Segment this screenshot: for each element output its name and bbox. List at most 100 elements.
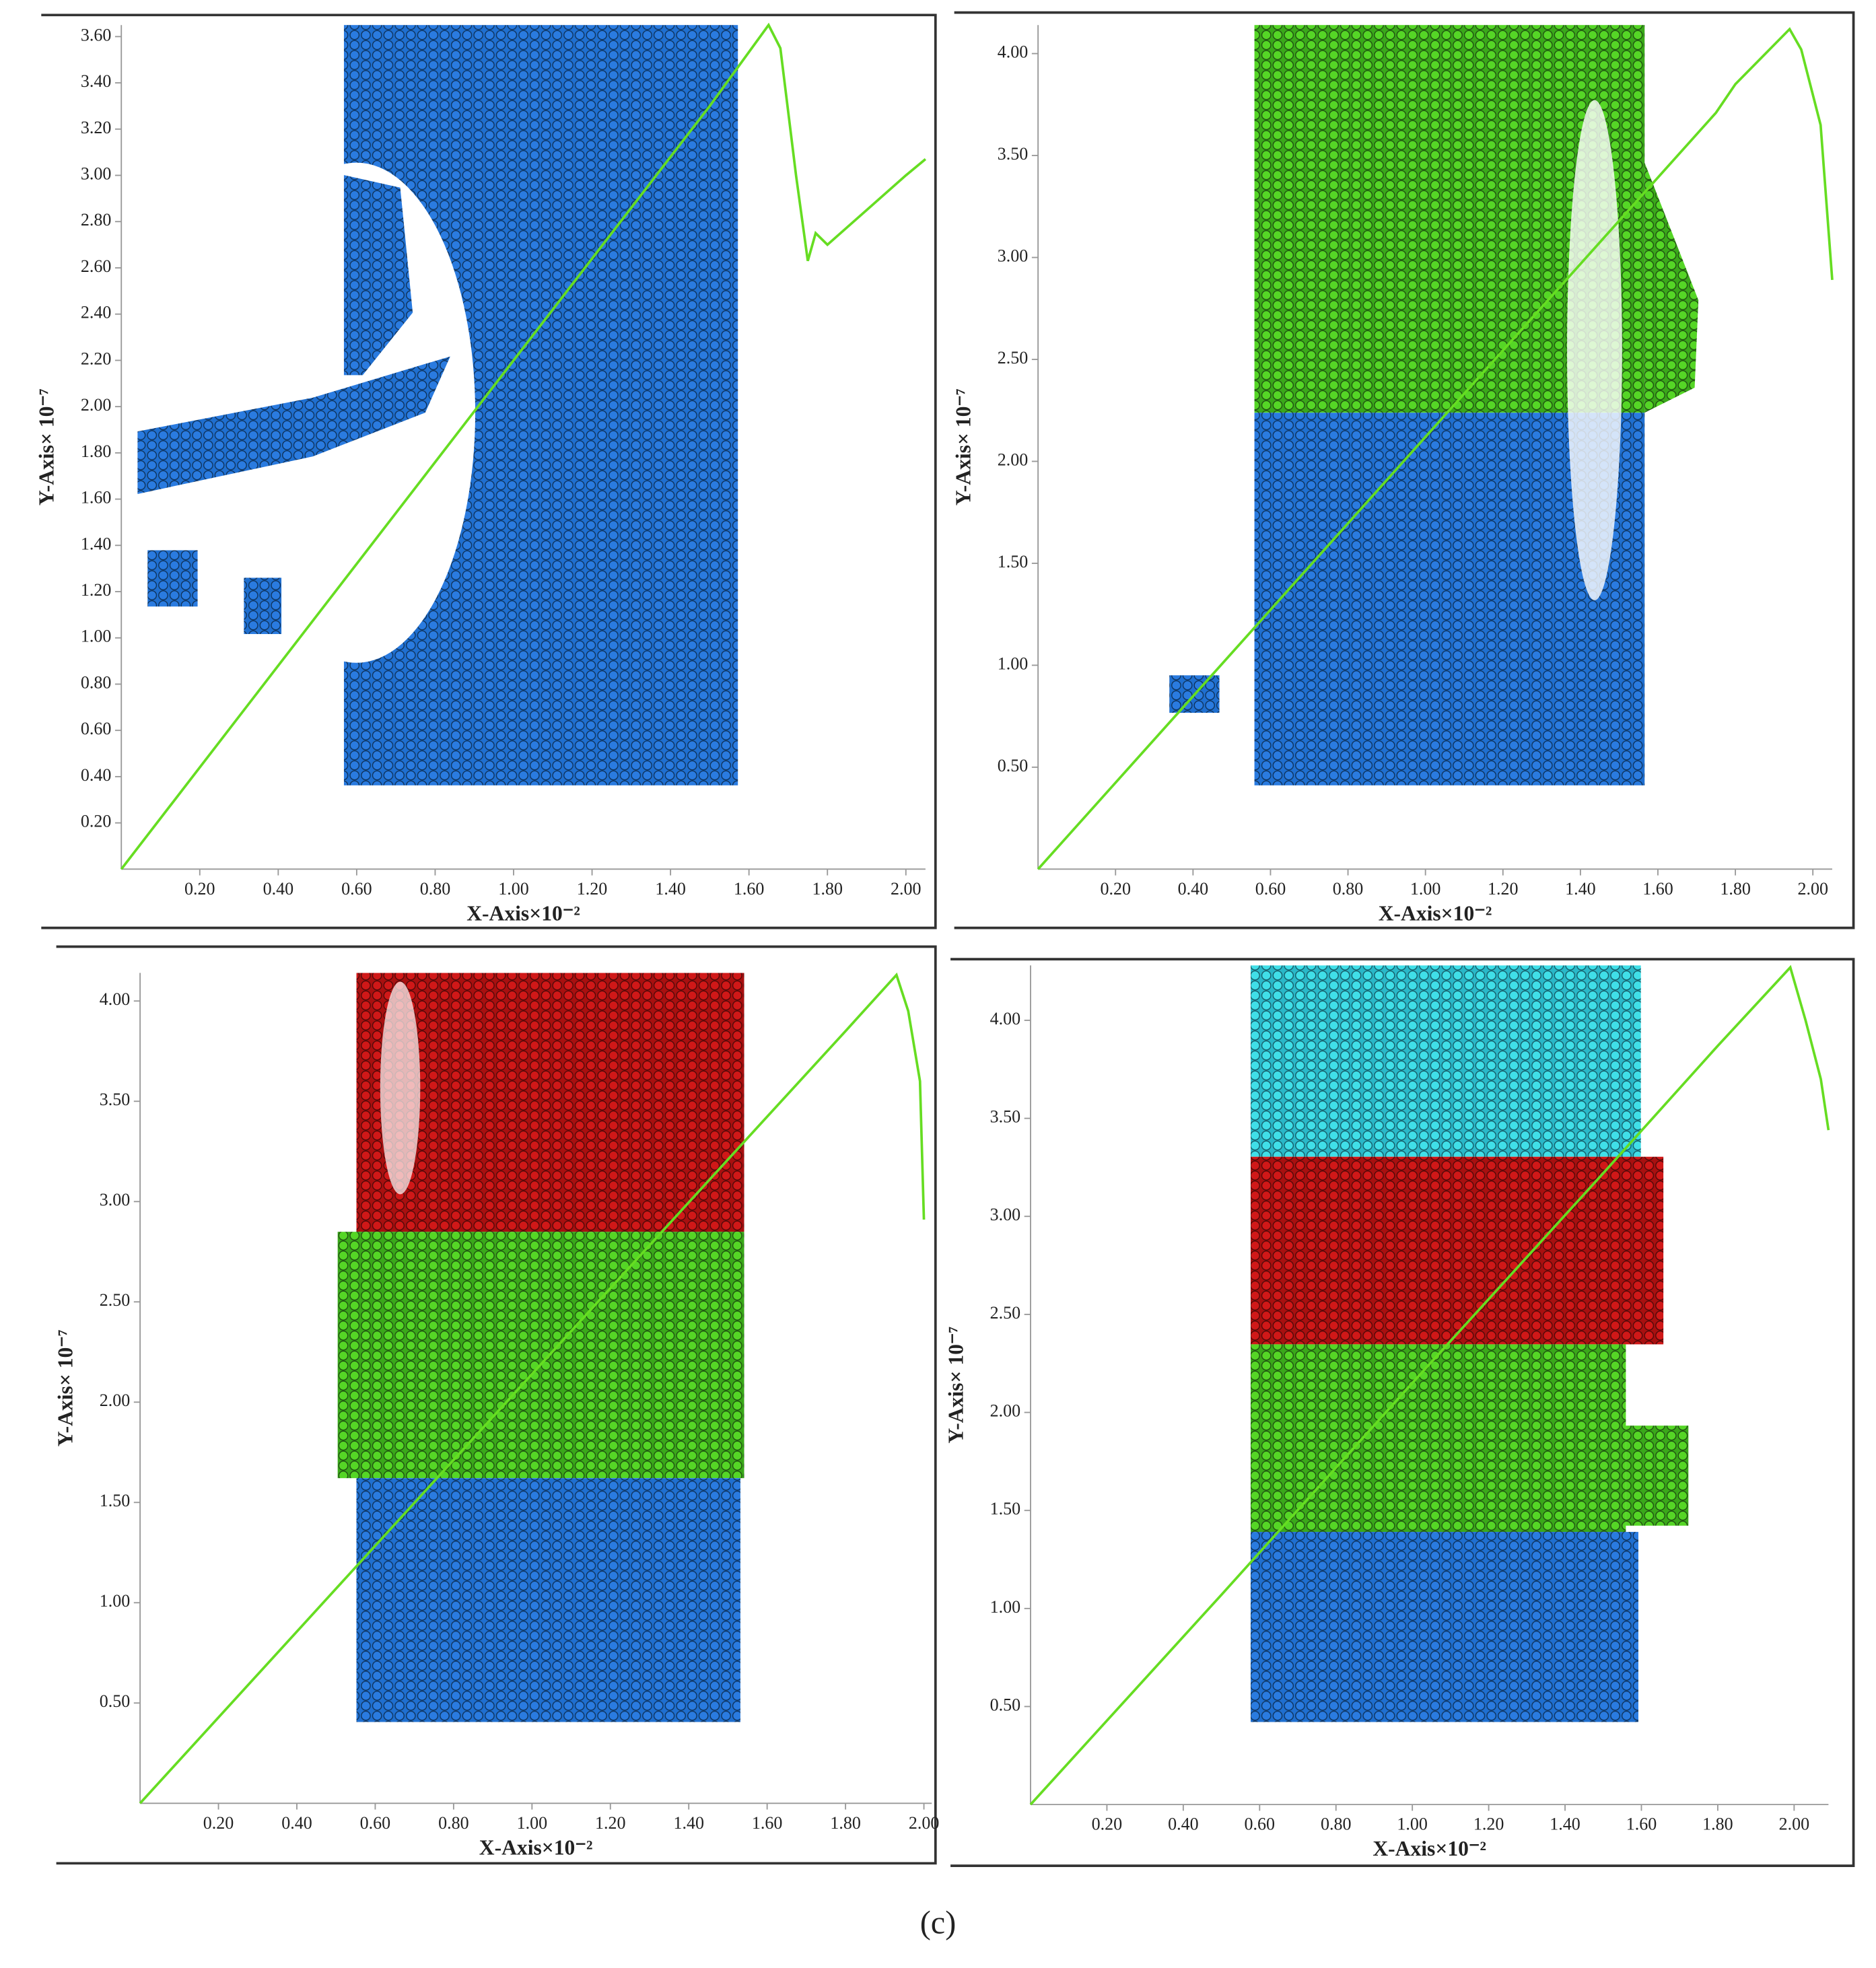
y-axis-title: Y-Axis× 10⁻⁷ bbox=[35, 388, 59, 505]
debris bbox=[137, 356, 450, 494]
y-axis-title: Y-Axis× 10⁻⁷ bbox=[944, 1327, 967, 1444]
x-tick-label: 1.20 bbox=[1473, 1815, 1504, 1834]
y-tick-label: 2.20 bbox=[81, 349, 112, 368]
x-tick-label: 1.00 bbox=[517, 1813, 548, 1833]
x-tick-label: 0.80 bbox=[420, 879, 451, 899]
x-tick-label: 0.80 bbox=[1321, 1815, 1351, 1834]
y-tick-label: 1.80 bbox=[81, 442, 112, 461]
y-tick-label: 1.40 bbox=[81, 534, 112, 553]
x-tick-label: 0.80 bbox=[1333, 879, 1363, 899]
x-tick-label: 2.00 bbox=[1797, 879, 1828, 899]
y-tick-label: 3.00 bbox=[990, 1205, 1021, 1224]
particle-block bbox=[356, 973, 744, 1232]
x-tick-label: 0.40 bbox=[1168, 1815, 1199, 1834]
x-tick-label: 1.80 bbox=[1720, 879, 1750, 899]
x-axis-title: X-Axis×10⁻² bbox=[1373, 1837, 1486, 1860]
x-tick-label: 0.60 bbox=[1255, 879, 1286, 899]
y-tick-label: 0.20 bbox=[81, 812, 112, 831]
y-tick-label: 0.60 bbox=[81, 719, 112, 738]
x-tick-label: 1.00 bbox=[1397, 1815, 1428, 1834]
y-tick-label: 1.20 bbox=[81, 580, 112, 600]
y-tick-label: 2.50 bbox=[998, 348, 1029, 367]
y-tick-label: 1.00 bbox=[100, 1591, 130, 1611]
panel-frame bbox=[950, 958, 1855, 1868]
y-tick-label: 2.50 bbox=[100, 1290, 130, 1310]
debris bbox=[244, 577, 282, 635]
y-tick-label: 3.50 bbox=[998, 144, 1029, 164]
stress-strain-line bbox=[1029, 964, 1830, 1806]
y-tick-label: 3.60 bbox=[81, 25, 112, 44]
y-tick-label: 2.00 bbox=[990, 1401, 1021, 1421]
y-tick-label: 1.00 bbox=[998, 654, 1029, 673]
y-axis-title: Y-Axis× 10⁻⁷ bbox=[952, 388, 975, 505]
stress-strain-line bbox=[120, 22, 927, 870]
x-tick-label: 1.20 bbox=[1488, 879, 1519, 899]
x-tick-label: 1.20 bbox=[595, 1813, 626, 1833]
y-tick-label: 4.00 bbox=[100, 989, 130, 1009]
particle-block bbox=[1251, 1156, 1664, 1345]
figure-caption: (c) bbox=[920, 1905, 957, 1940]
x-tick-label: 0.40 bbox=[263, 879, 294, 899]
x-tick-label: 0.40 bbox=[1178, 879, 1209, 899]
y-tick-label: 3.00 bbox=[998, 246, 1029, 266]
x-tick-label: 1.20 bbox=[577, 879, 608, 899]
y-tick-label: 2.40 bbox=[81, 303, 112, 322]
particle-block bbox=[1644, 162, 1699, 413]
x-tick-label: 0.20 bbox=[184, 879, 215, 899]
x-tick-label: 1.60 bbox=[752, 1813, 783, 1833]
y-tick-label: 0.50 bbox=[998, 756, 1029, 775]
y-tick-label: 0.40 bbox=[81, 765, 112, 785]
x-tick-label: 1.80 bbox=[830, 1813, 861, 1833]
y-tick-label: 4.00 bbox=[990, 1009, 1021, 1028]
y-tick-label: 2.00 bbox=[998, 450, 1029, 469]
stress-strain-line bbox=[1037, 27, 1834, 870]
y-tick-label: 1.50 bbox=[998, 552, 1029, 571]
y-tick-label: 2.00 bbox=[81, 395, 112, 415]
debris bbox=[147, 550, 198, 607]
x-tick-label: 2.00 bbox=[1779, 1815, 1810, 1834]
stress-strain-line bbox=[139, 972, 926, 1804]
y-tick-label: 1.00 bbox=[81, 627, 112, 646]
x-tick-label: 1.60 bbox=[1626, 1815, 1657, 1834]
debris bbox=[1626, 1426, 1689, 1526]
y-tick-label: 0.80 bbox=[81, 672, 112, 692]
x-tick-label: 0.20 bbox=[203, 1813, 234, 1833]
panel-frame bbox=[954, 11, 1855, 929]
x-tick-label: 1.40 bbox=[1550, 1815, 1580, 1834]
y-tick-label: 0.50 bbox=[990, 1695, 1021, 1714]
y-tick-label: 1.50 bbox=[990, 1499, 1021, 1518]
x-tick-label: 1.00 bbox=[498, 879, 529, 899]
y-tick-label: 3.40 bbox=[81, 71, 112, 91]
y-tick-label: 3.20 bbox=[81, 118, 112, 137]
x-tick-label: 0.20 bbox=[1100, 879, 1131, 899]
panel-frame bbox=[41, 13, 937, 929]
y-tick-label: 1.00 bbox=[990, 1597, 1021, 1617]
x-tick-label: 0.60 bbox=[1245, 1815, 1276, 1834]
x-tick-label: 1.80 bbox=[1702, 1815, 1733, 1834]
panel-frame bbox=[56, 945, 937, 1865]
x-tick-label: 0.40 bbox=[281, 1813, 312, 1833]
y-tick-label: 4.00 bbox=[998, 42, 1029, 62]
debris bbox=[343, 175, 413, 376]
x-tick-label: 1.40 bbox=[673, 1813, 704, 1833]
particle-block bbox=[356, 1478, 740, 1722]
y-tick-label: 1.60 bbox=[81, 488, 112, 507]
x-tick-label: 1.40 bbox=[1565, 879, 1596, 899]
y-tick-label: 3.00 bbox=[81, 164, 112, 184]
x-tick-label: 0.20 bbox=[1092, 1815, 1123, 1834]
x-axis-title: X-Axis×10⁻² bbox=[479, 1835, 593, 1859]
particle-block bbox=[1251, 1344, 1626, 1533]
x-axis-title: X-Axis×10⁻² bbox=[466, 901, 580, 925]
y-tick-label: 2.50 bbox=[990, 1303, 1021, 1323]
y-tick-label: 2.80 bbox=[81, 210, 112, 230]
x-tick-label: 2.00 bbox=[909, 1813, 940, 1833]
particle-block bbox=[337, 1232, 744, 1479]
x-tick-label: 1.00 bbox=[1410, 879, 1441, 899]
x-tick-label: 2.00 bbox=[891, 879, 922, 899]
x-tick-label: 1.60 bbox=[734, 879, 765, 899]
y-tick-label: 3.00 bbox=[100, 1190, 130, 1209]
y-tick-label: 1.50 bbox=[100, 1491, 130, 1510]
x-tick-label: 1.60 bbox=[1642, 879, 1673, 899]
crack-zone bbox=[1567, 100, 1622, 600]
